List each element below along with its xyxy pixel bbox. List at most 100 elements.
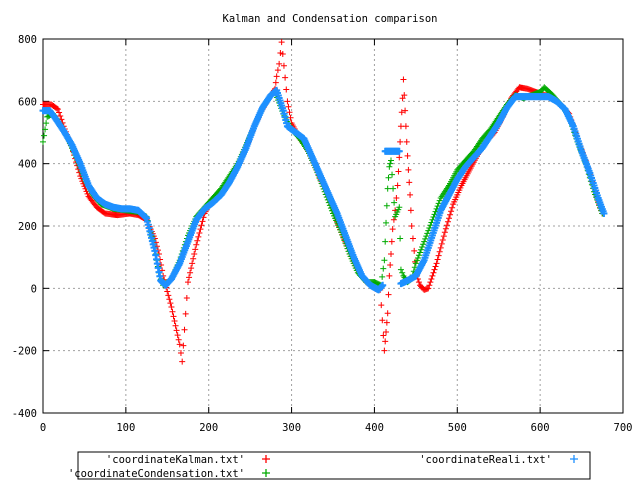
data-point bbox=[175, 336, 182, 343]
data-point bbox=[390, 216, 397, 223]
data-point bbox=[446, 215, 452, 222]
data-point bbox=[395, 168, 402, 175]
data-point bbox=[380, 265, 387, 272]
data-point bbox=[379, 273, 386, 280]
data-point bbox=[183, 294, 190, 301]
grid bbox=[43, 39, 623, 413]
data-point bbox=[381, 347, 388, 354]
data-point bbox=[403, 138, 410, 145]
data-point bbox=[413, 257, 420, 264]
data-point bbox=[404, 152, 411, 159]
data-point bbox=[285, 103, 292, 110]
data-point bbox=[383, 319, 390, 326]
data-point bbox=[389, 171, 396, 178]
data-point bbox=[53, 105, 60, 112]
data-point bbox=[191, 251, 198, 258]
y-axis: -400 -200 0 200 400 600 800 bbox=[12, 34, 623, 420]
data-point bbox=[181, 326, 188, 333]
data-point bbox=[393, 194, 400, 201]
data-point bbox=[278, 39, 285, 46]
data-point bbox=[407, 207, 414, 214]
data-point bbox=[176, 341, 183, 348]
data-point bbox=[84, 190, 91, 197]
data-point bbox=[379, 317, 386, 324]
data-point bbox=[180, 342, 187, 349]
data-point bbox=[420, 241, 427, 248]
data-point bbox=[406, 179, 413, 186]
legend-label-condensation: 'coordinateCondensation.txt' bbox=[68, 468, 245, 480]
data-point bbox=[431, 211, 438, 218]
data-point bbox=[407, 191, 414, 198]
data-point bbox=[412, 260, 419, 267]
data-point bbox=[397, 266, 404, 273]
data-point bbox=[273, 73, 280, 80]
x-axis: 0 100 200 300 400 500 600 700 bbox=[40, 39, 632, 434]
data-point bbox=[391, 199, 398, 206]
data-point bbox=[422, 235, 429, 242]
data-point bbox=[286, 109, 293, 116]
data-point bbox=[283, 86, 290, 93]
data-point bbox=[282, 74, 289, 81]
x-tick-label: 600 bbox=[531, 422, 550, 434]
data-point bbox=[192, 246, 199, 253]
y-tick-label: 800 bbox=[18, 34, 37, 46]
legend-marker-1 bbox=[262, 469, 270, 477]
data-point bbox=[179, 358, 186, 365]
data-point bbox=[172, 322, 179, 329]
data-point bbox=[57, 112, 64, 119]
data-point bbox=[408, 223, 415, 229]
data-point bbox=[442, 225, 449, 232]
data-point bbox=[428, 275, 435, 282]
data-point bbox=[385, 174, 392, 181]
legend: 'coordinateKalman.txt' 'coordinateConden… bbox=[68, 451, 591, 480]
x-tick-label: 100 bbox=[116, 422, 135, 434]
data-point bbox=[382, 238, 389, 245]
data-point bbox=[426, 224, 433, 231]
data-point bbox=[436, 248, 443, 255]
series-0 bbox=[40, 39, 606, 365]
y-tick-label: -400 bbox=[12, 408, 37, 420]
x-tick-label: 200 bbox=[199, 422, 218, 434]
data-point bbox=[439, 237, 446, 244]
data-point bbox=[600, 210, 608, 218]
data-point bbox=[411, 247, 418, 254]
data-point bbox=[409, 235, 416, 242]
legend-marker-2 bbox=[570, 455, 578, 463]
data-point bbox=[402, 123, 409, 130]
data-point bbox=[447, 211, 454, 218]
data-point bbox=[383, 219, 390, 226]
data-point bbox=[401, 92, 408, 99]
data-point bbox=[423, 233, 430, 240]
data-point bbox=[182, 310, 189, 317]
data-point bbox=[398, 109, 405, 116]
data-point bbox=[187, 269, 194, 276]
data-point bbox=[394, 182, 401, 189]
data-point bbox=[396, 204, 403, 211]
data-point bbox=[396, 154, 403, 161]
data-point bbox=[435, 252, 442, 259]
y-tick-label: 400 bbox=[18, 159, 37, 171]
data-point bbox=[390, 185, 397, 192]
data-point bbox=[279, 50, 286, 57]
data-point bbox=[382, 338, 389, 345]
data-point bbox=[197, 226, 204, 233]
data-point bbox=[387, 261, 394, 268]
data-point bbox=[405, 166, 412, 173]
x-tick-label: 500 bbox=[448, 422, 467, 434]
data-point bbox=[414, 254, 421, 261]
data-point bbox=[190, 255, 197, 262]
data-point bbox=[386, 163, 393, 170]
data-point bbox=[434, 203, 441, 210]
data-point bbox=[389, 226, 396, 233]
data-point bbox=[449, 204, 456, 211]
data-point bbox=[430, 269, 437, 276]
x-tick-label: 0 bbox=[40, 422, 46, 434]
chart-title: Kalman and Condensation comparison bbox=[223, 13, 438, 25]
data-point bbox=[395, 147, 403, 155]
data-point bbox=[399, 269, 406, 276]
data-point bbox=[424, 230, 431, 237]
data-point bbox=[170, 313, 177, 320]
data-point bbox=[168, 304, 175, 311]
data-point bbox=[384, 310, 391, 317]
